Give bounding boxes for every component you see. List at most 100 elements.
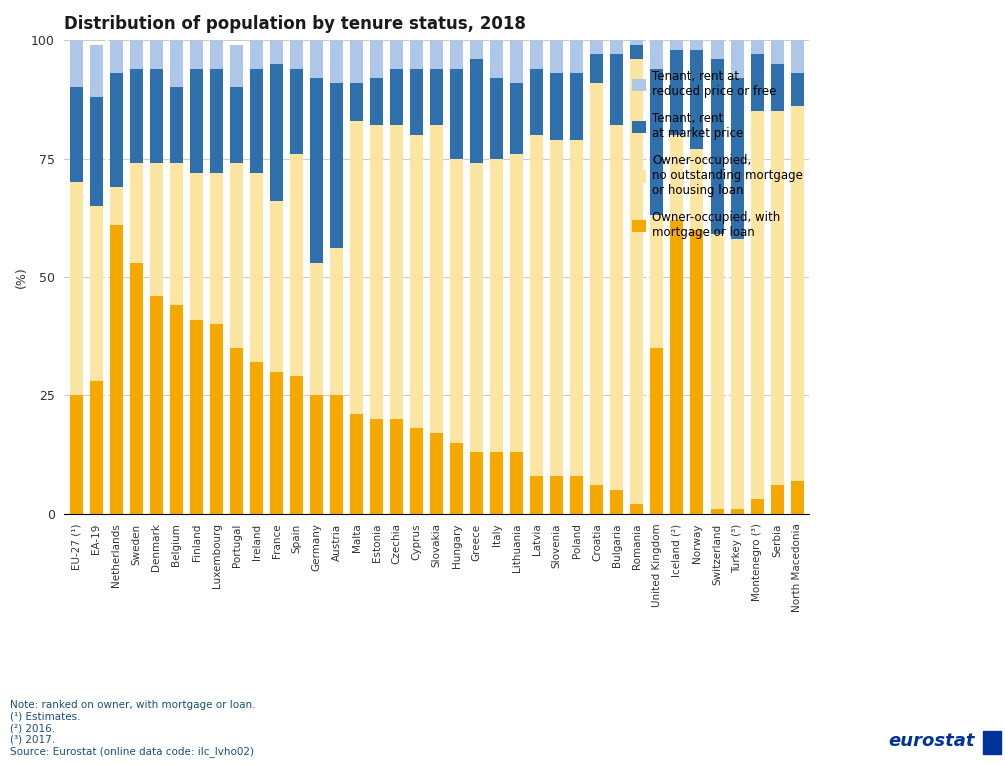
Bar bbox=[350, 83, 363, 121]
Bar bbox=[350, 121, 363, 415]
Bar bbox=[711, 234, 724, 509]
Bar bbox=[571, 476, 583, 514]
Y-axis label: (%): (%) bbox=[15, 266, 28, 288]
Bar bbox=[190, 320, 203, 514]
Bar bbox=[630, 40, 643, 45]
Bar bbox=[490, 78, 504, 158]
Bar bbox=[711, 40, 724, 59]
Bar bbox=[590, 485, 603, 514]
Bar bbox=[630, 45, 643, 59]
Bar bbox=[771, 485, 784, 514]
Bar bbox=[230, 45, 243, 87]
Bar bbox=[690, 50, 704, 149]
Bar bbox=[370, 419, 383, 514]
Text: Distribution of population by tenure status, 2018: Distribution of population by tenure sta… bbox=[64, 15, 527, 33]
Bar bbox=[670, 50, 683, 135]
Bar bbox=[330, 83, 343, 249]
Bar bbox=[150, 163, 163, 296]
Bar bbox=[430, 125, 443, 433]
Bar bbox=[130, 163, 143, 262]
Bar bbox=[450, 443, 463, 514]
Bar bbox=[190, 40, 203, 69]
Bar bbox=[450, 40, 463, 69]
Bar bbox=[650, 40, 663, 69]
Bar bbox=[290, 40, 304, 69]
Bar bbox=[531, 135, 544, 476]
Bar bbox=[230, 348, 243, 514]
Bar bbox=[590, 54, 603, 83]
Bar bbox=[751, 111, 764, 500]
Bar bbox=[390, 125, 403, 419]
Bar bbox=[751, 40, 764, 54]
Bar bbox=[690, 230, 704, 514]
Bar bbox=[490, 158, 504, 452]
Bar bbox=[89, 97, 103, 206]
Bar bbox=[250, 173, 263, 362]
Bar bbox=[531, 69, 544, 135]
Bar bbox=[370, 78, 383, 125]
Bar bbox=[250, 362, 263, 514]
Bar bbox=[290, 376, 304, 514]
Bar bbox=[410, 428, 423, 514]
Bar bbox=[791, 40, 804, 73]
Bar bbox=[731, 239, 744, 509]
Bar bbox=[731, 40, 744, 78]
Bar bbox=[670, 220, 683, 514]
Bar bbox=[170, 305, 183, 514]
Bar bbox=[430, 433, 443, 514]
Bar bbox=[390, 69, 403, 125]
Bar bbox=[571, 40, 583, 73]
Bar bbox=[470, 59, 483, 163]
Bar bbox=[650, 215, 663, 348]
Bar bbox=[270, 63, 283, 201]
Bar bbox=[270, 372, 283, 514]
Bar bbox=[551, 73, 564, 139]
Bar bbox=[511, 452, 524, 514]
Bar bbox=[450, 69, 463, 158]
Bar bbox=[130, 69, 143, 163]
Bar bbox=[170, 163, 183, 305]
Bar bbox=[670, 40, 683, 50]
Bar bbox=[470, 163, 483, 452]
Bar bbox=[110, 187, 123, 225]
Bar bbox=[270, 201, 283, 372]
Bar bbox=[590, 40, 603, 54]
Bar bbox=[771, 111, 784, 485]
Bar bbox=[751, 500, 764, 514]
Bar bbox=[130, 262, 143, 514]
Bar bbox=[270, 40, 283, 63]
Bar bbox=[610, 490, 623, 514]
Bar bbox=[330, 249, 343, 396]
Bar bbox=[170, 40, 183, 87]
Bar bbox=[89, 206, 103, 381]
Bar bbox=[290, 69, 304, 154]
Bar bbox=[210, 173, 223, 324]
Bar bbox=[311, 78, 324, 262]
Bar bbox=[350, 415, 363, 514]
Bar bbox=[410, 69, 423, 135]
Text: eurostat: eurostat bbox=[888, 731, 975, 750]
Bar bbox=[330, 396, 343, 514]
Bar bbox=[711, 509, 724, 514]
Bar bbox=[290, 154, 304, 376]
Bar bbox=[230, 87, 243, 163]
Bar bbox=[89, 45, 103, 97]
Bar bbox=[410, 40, 423, 69]
Bar bbox=[630, 59, 643, 504]
Bar bbox=[370, 125, 383, 419]
Bar bbox=[110, 40, 123, 73]
Bar bbox=[551, 476, 564, 514]
Bar bbox=[311, 40, 324, 78]
Bar bbox=[791, 73, 804, 106]
Bar bbox=[210, 69, 223, 173]
Bar bbox=[551, 40, 564, 73]
Bar bbox=[610, 40, 623, 54]
Bar bbox=[771, 63, 784, 111]
Text: Note: ranked on owner, with mortgage or loan.
(¹) Estimates.
(²) 2016.
(³) 2017.: Note: ranked on owner, with mortgage or … bbox=[10, 700, 255, 757]
Bar bbox=[311, 396, 324, 514]
Bar bbox=[210, 40, 223, 69]
Bar bbox=[450, 158, 463, 443]
Bar bbox=[70, 182, 82, 396]
Bar bbox=[210, 324, 223, 514]
Bar bbox=[350, 40, 363, 83]
